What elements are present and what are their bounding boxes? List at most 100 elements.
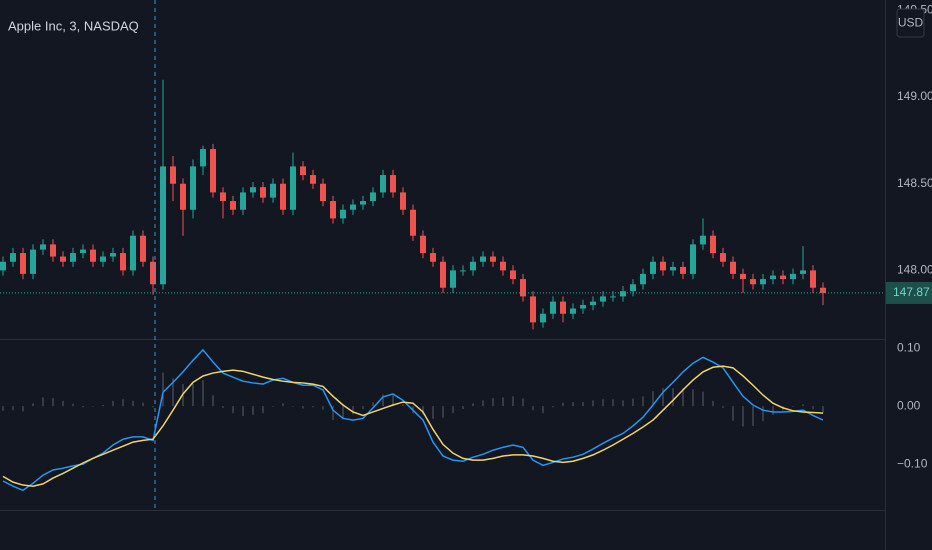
candle-body	[70, 253, 76, 262]
candle-body	[130, 235, 136, 271]
candle-body	[170, 166, 176, 184]
histogram-bar	[722, 406, 724, 408]
last-price-box	[886, 281, 932, 304]
histogram-bar	[472, 403, 474, 407]
indicator-line	[2, 365, 824, 487]
histogram-bar	[142, 402, 144, 407]
histogram-bar	[692, 389, 694, 407]
histogram-bar	[552, 406, 554, 408]
y-tick-label: 149.00	[897, 89, 932, 103]
candle-body	[760, 279, 766, 285]
histogram-bar	[392, 395, 394, 407]
histogram-bar	[442, 406, 444, 418]
histogram-bar	[62, 400, 64, 407]
histogram-bar	[202, 380, 204, 407]
currency-button[interactable]	[896, 8, 925, 38]
histogram-bar	[212, 395, 214, 407]
candle-body	[820, 287, 826, 293]
candle-body	[570, 308, 576, 314]
candle-body	[740, 273, 746, 280]
candle-body	[190, 166, 196, 210]
histogram-bar	[322, 406, 324, 410]
candle-body	[680, 266, 686, 274]
candle-body	[270, 183, 276, 198]
histogram-bar	[562, 402, 564, 407]
candle-body	[390, 175, 396, 193]
histogram-bar	[162, 372, 164, 407]
histogram-bar	[262, 406, 264, 414]
candle-body	[780, 275, 786, 280]
candle-body	[370, 192, 376, 202]
histogram-bar	[172, 378, 174, 407]
histogram-bar	[542, 406, 544, 414]
candle-body	[260, 187, 266, 198]
histogram-bar	[52, 398, 54, 407]
candle-body	[320, 183, 326, 202]
candle-body	[520, 279, 526, 297]
candle-body	[560, 301, 566, 314]
histogram-bar	[792, 406, 794, 407]
candle-body	[750, 279, 756, 285]
candle-body	[240, 192, 246, 210]
histogram-bar	[122, 399, 124, 407]
currency-label[interactable]: USD	[898, 16, 924, 30]
candle-body	[0, 261, 6, 271]
candle-body	[200, 149, 206, 167]
candle-body	[420, 235, 426, 254]
histogram-bar	[42, 397, 44, 407]
histogram-bar	[332, 406, 334, 421]
candle-body	[810, 270, 816, 288]
candle-body	[790, 273, 796, 280]
histogram-bar	[312, 406, 314, 408]
histogram-bar	[702, 391, 704, 407]
candle-body	[220, 192, 226, 202]
histogram-bar	[22, 406, 24, 412]
y-tick-label: 148.00	[897, 263, 932, 277]
histogram-bar	[502, 397, 504, 407]
candle-body	[480, 256, 486, 262]
histogram-bar	[452, 406, 454, 414]
candle-body	[380, 175, 386, 193]
candle-body	[310, 175, 316, 184]
histogram-bar	[372, 402, 374, 407]
candle-body	[30, 249, 36, 274]
candle-body	[110, 253, 116, 257]
histogram-bar	[12, 406, 14, 411]
histogram-bar	[622, 400, 624, 407]
candle-body	[350, 204, 356, 210]
candle-body	[490, 256, 496, 262]
candle-body	[150, 261, 156, 285]
histogram-bar	[672, 388, 674, 407]
histogram-bar	[772, 406, 774, 415]
histogram-bar	[362, 406, 364, 410]
candle-body	[580, 305, 586, 309]
histogram-bar	[652, 391, 654, 407]
histogram-bar	[802, 404, 804, 407]
candle-body	[540, 313, 546, 323]
candle-body	[660, 261, 666, 271]
candle-body	[630, 284, 636, 292]
candle-body	[100, 256, 106, 262]
candle-body	[80, 249, 86, 254]
candle-body	[90, 249, 96, 262]
candle-body	[720, 253, 726, 262]
candle-body	[280, 183, 286, 210]
histogram-bar	[152, 406, 154, 408]
histogram-bar	[602, 399, 604, 407]
histogram-bar	[732, 406, 734, 421]
candle-body	[10, 253, 16, 262]
y-tick-label: 0.00	[897, 398, 921, 412]
histogram-bar	[582, 402, 584, 407]
candle-body	[450, 270, 456, 288]
candle-body	[50, 244, 56, 257]
candle-body	[440, 261, 446, 288]
histogram-bar	[742, 406, 744, 427]
candle-body	[60, 256, 66, 262]
histogram-bar	[432, 406, 434, 419]
histogram-bar	[642, 396, 644, 407]
histogram-bar	[282, 403, 284, 407]
candle-body	[430, 253, 436, 262]
histogram-bar	[402, 404, 404, 407]
